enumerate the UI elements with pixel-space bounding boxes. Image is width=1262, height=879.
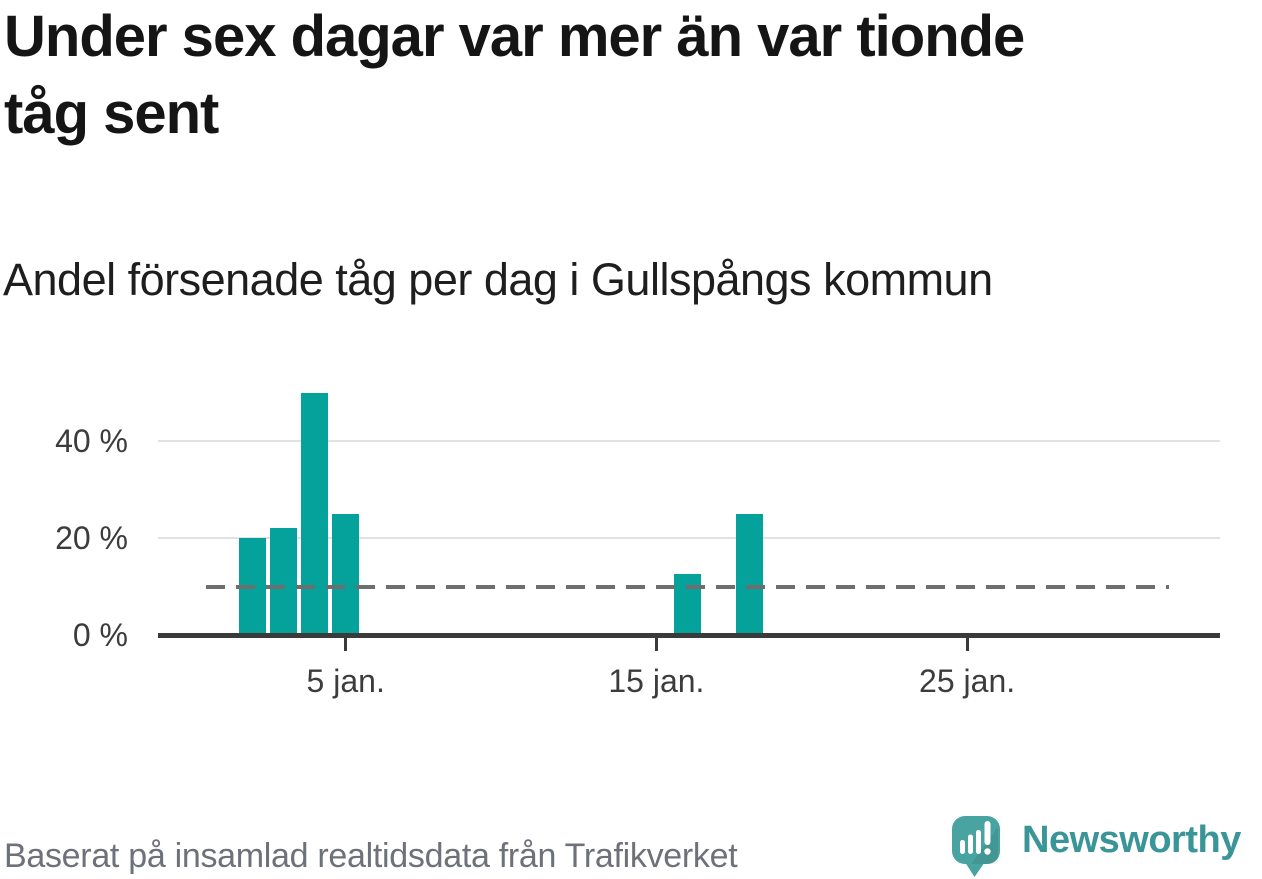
gridline-40pct <box>158 440 1220 442</box>
chart-title: Under sex dagar var mer än var tionde tå… <box>4 0 1025 152</box>
chart-subtitle: Andel försenade tåg per dag i Gullspångs… <box>3 254 993 305</box>
source-note: Baserat på insamlad realtidsdata från Tr… <box>4 837 738 875</box>
reference-line-10pct <box>205 584 1170 589</box>
x-axis-label: 25 jan. <box>919 663 1016 699</box>
x-axis-line <box>158 633 1220 638</box>
y-axis-label: 20 % <box>55 520 128 556</box>
x-axis-label: 5 jan. <box>306 663 385 699</box>
x-axis-label: 15 jan. <box>608 663 705 699</box>
bar-jan-3 <box>270 528 298 637</box>
bar-jan-4 <box>301 392 329 637</box>
bar-jan-18 <box>736 513 764 637</box>
newsworthy-pin-icon <box>952 816 1000 877</box>
x-axis-tick <box>344 638 348 651</box>
x-axis-tick <box>965 638 969 651</box>
y-axis-label: 0 % <box>72 617 128 653</box>
chart-title-line1: Under sex dagar var mer än var tionde <box>4 4 1025 69</box>
bar-jan-5 <box>332 513 360 637</box>
x-axis-tick <box>654 638 658 651</box>
newsworthy-wordmark: Newsworthy <box>1022 819 1241 861</box>
gridline-20pct <box>158 537 1220 539</box>
chart-title-line2: tåg sent <box>4 81 219 146</box>
y-axis-label: 40 % <box>55 423 128 459</box>
